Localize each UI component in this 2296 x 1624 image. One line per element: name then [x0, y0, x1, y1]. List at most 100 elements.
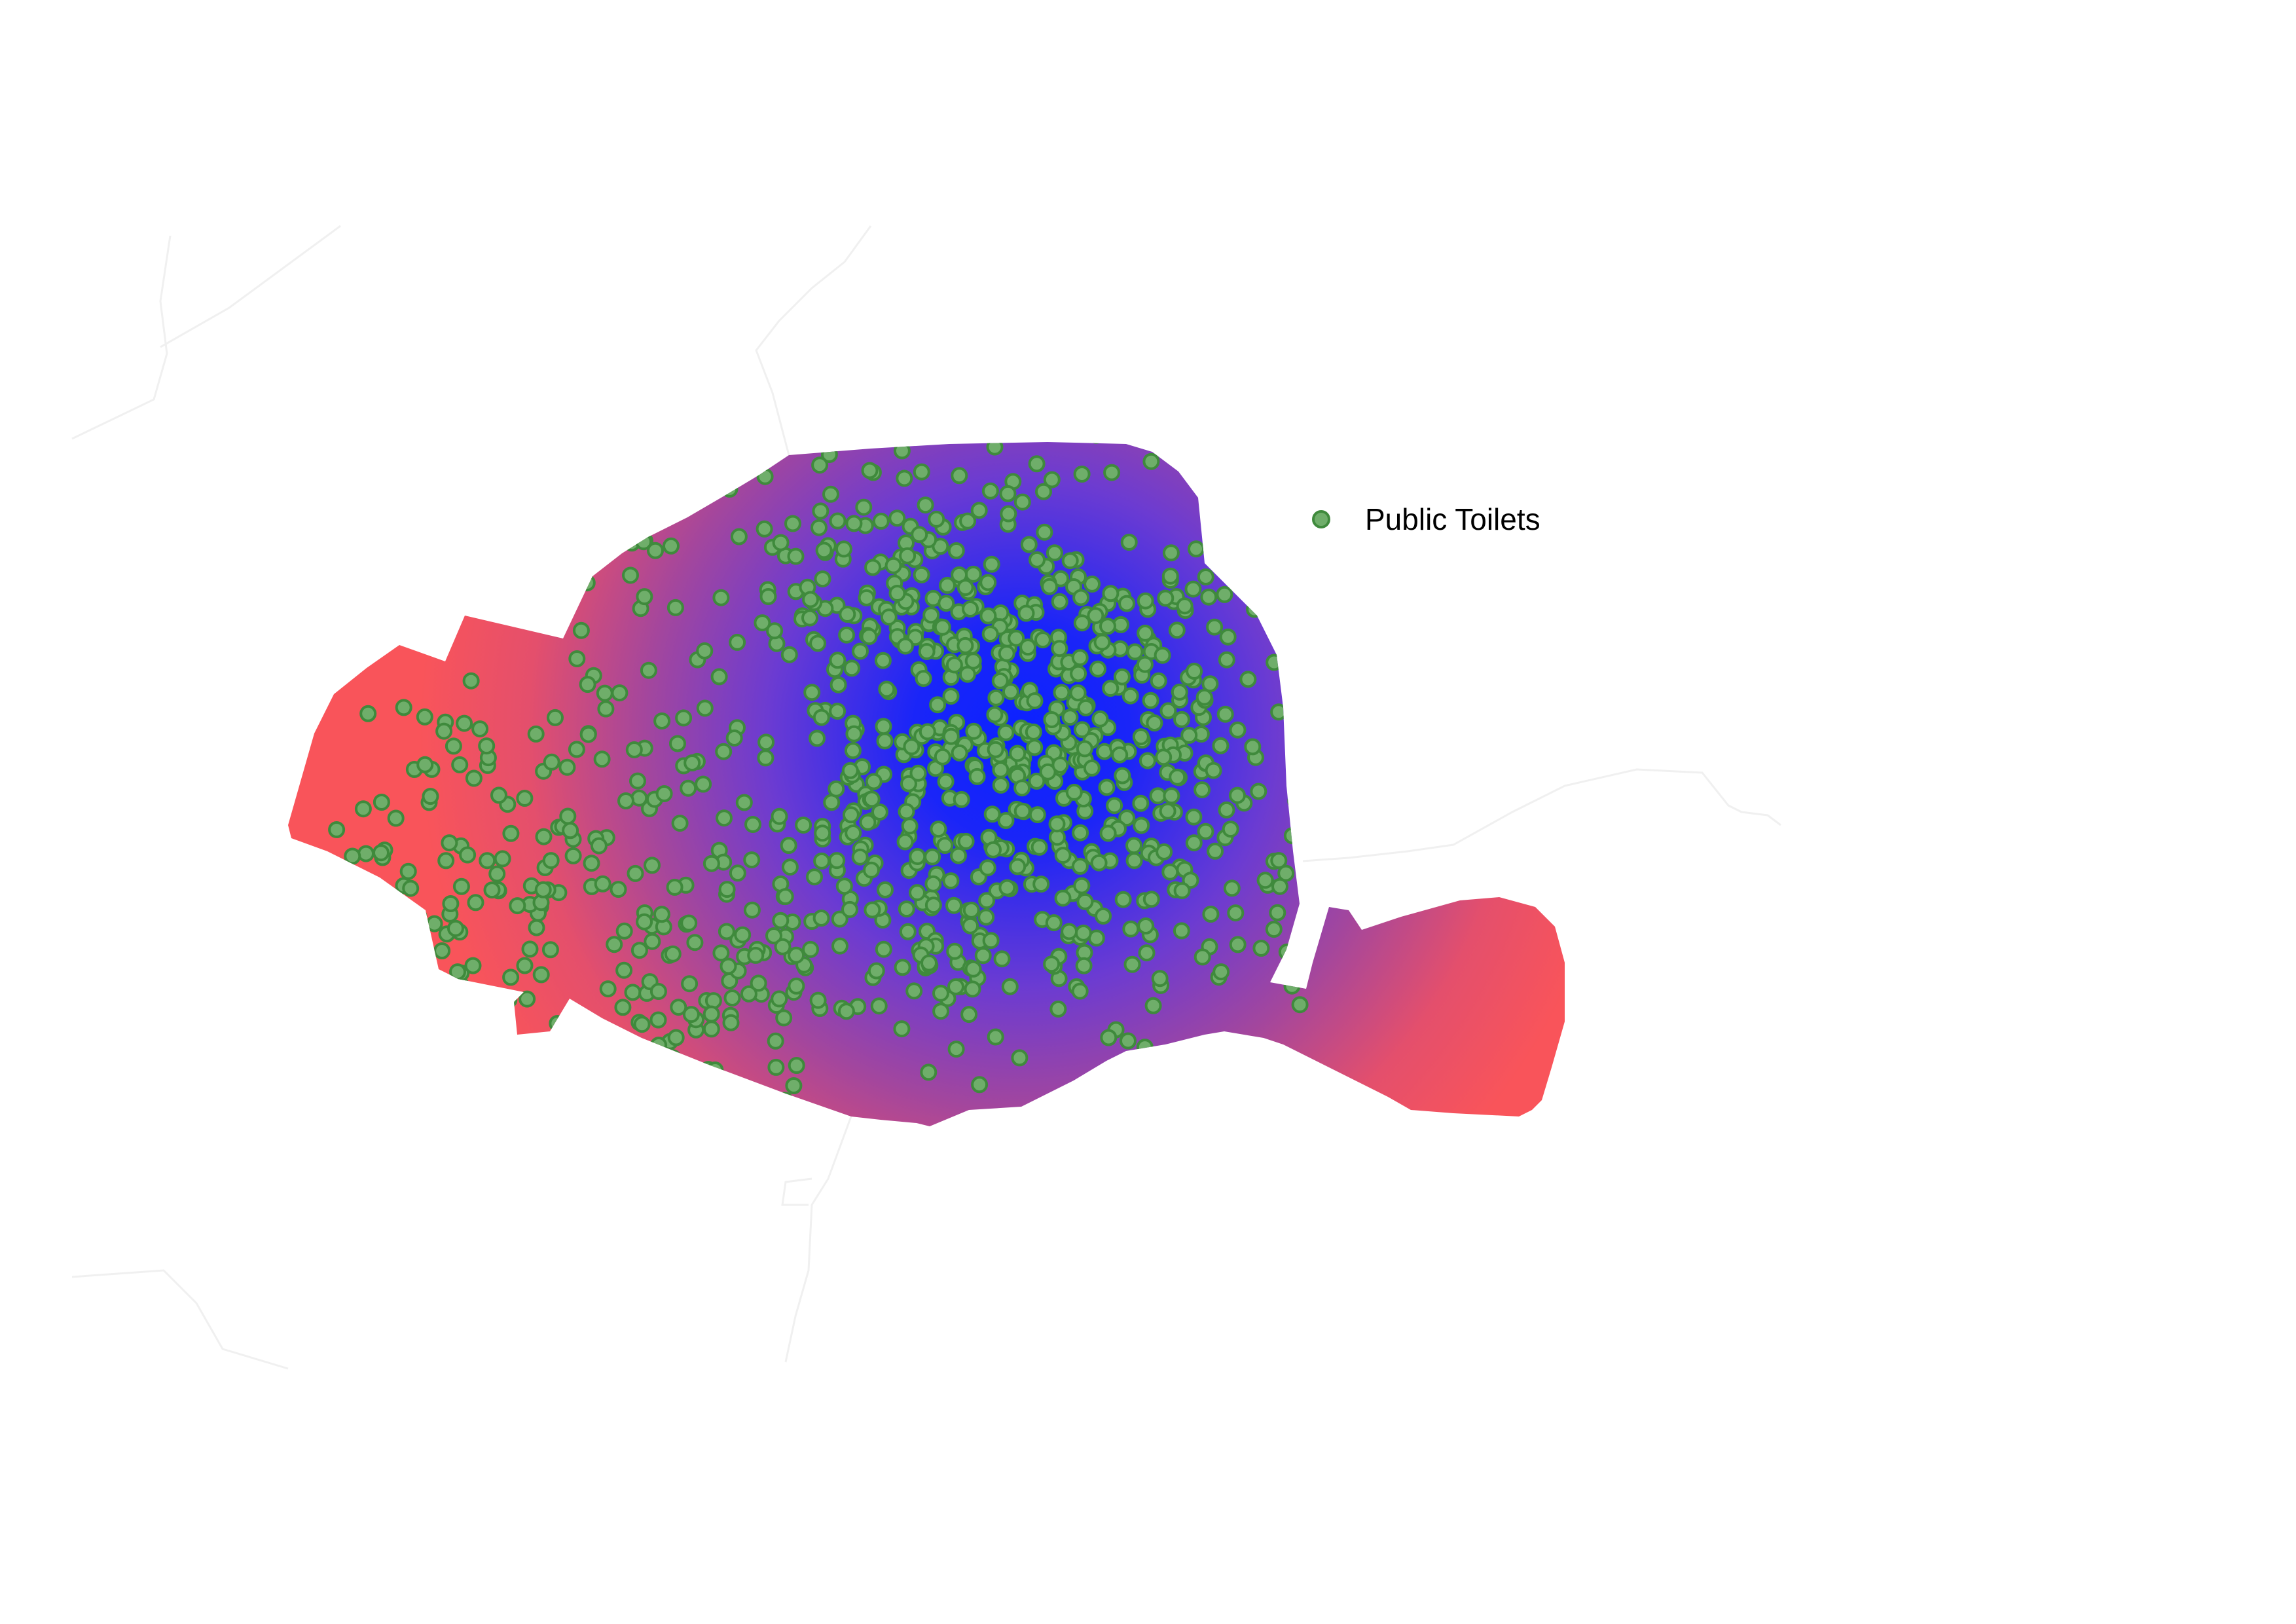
toilet-marker [653, 712, 671, 729]
toilet-marker [945, 896, 962, 914]
toilet-marker [541, 941, 559, 959]
toilet-marker [543, 753, 560, 771]
toilet-marker [447, 919, 464, 937]
toilet-marker [653, 906, 670, 923]
toilet-marker [663, 537, 680, 555]
toilet-marker [1121, 687, 1139, 705]
toilet-marker [1009, 745, 1027, 762]
toilet-marker [863, 861, 880, 879]
toilet-marker [743, 901, 761, 919]
toilet-marker [615, 961, 633, 979]
toilet-marker [1061, 923, 1078, 940]
toilet-marker [655, 785, 673, 802]
toilet-marker [519, 990, 536, 1008]
toilet-marker [968, 767, 986, 785]
toilet-marker [490, 1039, 508, 1056]
toilet-marker [962, 901, 980, 919]
toilet-marker [838, 626, 856, 644]
toilet-marker [1017, 604, 1035, 622]
toilet-marker [534, 881, 552, 898]
toilet-marker [920, 1063, 938, 1081]
toilet-marker [563, 526, 581, 544]
toilet-marker [788, 1057, 805, 1074]
toilet-marker [1103, 464, 1121, 481]
toilet-marker [644, 932, 661, 950]
toilet-marker [997, 812, 1015, 829]
toilet-marker [911, 526, 928, 544]
toilet-marker [647, 542, 664, 559]
toilet-marker [690, 1084, 708, 1101]
toilet-marker [649, 1011, 667, 1029]
toilet-marker [962, 917, 979, 934]
toilet-marker [1256, 872, 1274, 889]
toilet-marker [715, 743, 733, 760]
toilet-marker [1026, 739, 1044, 756]
toilet-marker [924, 875, 942, 893]
toilet-marker [564, 847, 582, 864]
toilet-marker [743, 851, 761, 869]
toilet-marker [610, 881, 627, 898]
toilet-marker [442, 895, 460, 912]
toilet-marker [875, 940, 892, 958]
toilet-marker [997, 724, 1015, 741]
toilet-marker [664, 945, 682, 963]
toilet-marker [979, 607, 997, 625]
toilet-marker [1157, 589, 1175, 607]
toilet-marker [1083, 759, 1101, 777]
toilet-marker [974, 947, 992, 965]
toilet-marker [410, 908, 428, 925]
toilet-marker [435, 722, 453, 740]
toilet-marker [500, 991, 518, 1008]
toilet-marker [795, 817, 812, 834]
toilet-marker [983, 555, 1000, 573]
toilet-marker [506, 372, 520, 386]
toilet-marker [1223, 879, 1241, 897]
toilet-marker [905, 982, 923, 1000]
toilet-marker [1126, 643, 1144, 661]
toilet-marker [399, 903, 417, 921]
toilet-marker [1071, 649, 1089, 667]
toilet-marker [924, 896, 942, 914]
toilet-marker [437, 852, 455, 870]
toilet-marker [781, 858, 799, 876]
toilet-marker [964, 1122, 981, 1126]
toilet-marker [1089, 660, 1106, 678]
toilet-marker [629, 772, 646, 790]
toilet-marker [1239, 671, 1257, 688]
toilet-marker [1013, 493, 1031, 511]
toilet-marker [958, 665, 976, 683]
toilet-marker [970, 502, 988, 519]
toilet-marker [934, 748, 951, 766]
toilet-marker [1137, 592, 1154, 610]
toilet-marker [842, 806, 860, 824]
toilet-marker [1095, 907, 1112, 925]
toilet-marker [725, 729, 743, 747]
toilet-marker [1173, 922, 1190, 940]
toilet-marker [1019, 638, 1037, 656]
toilet-marker [888, 509, 906, 527]
toilet-marker [1163, 787, 1180, 805]
toilet-marker [1173, 1116, 1190, 1126]
toilet-marker [993, 950, 1011, 968]
toilet-marker [814, 570, 831, 588]
toilet-marker [359, 705, 377, 722]
toilet-marker [560, 1052, 578, 1070]
toilet-marker [712, 589, 730, 606]
toilet-marker [621, 510, 639, 528]
toilet-marker [293, 893, 310, 911]
toilet-marker [1120, 1032, 1137, 1050]
toilet-marker [809, 729, 826, 747]
toilet-marker [744, 1164, 758, 1179]
toilet-marker [893, 1020, 911, 1038]
toilet-marker [1260, 549, 1277, 567]
toilet-marker [909, 884, 926, 902]
toilet-marker [444, 1088, 462, 1106]
toilet-marker [780, 646, 798, 663]
toilet-marker [1144, 997, 1162, 1014]
toilet-marker [572, 621, 590, 639]
toilet-marker [918, 643, 936, 660]
toilet-marker [899, 923, 917, 940]
toilet-marker [650, 1037, 668, 1054]
toilet-marker [982, 932, 1000, 950]
toilet-marker [596, 684, 613, 702]
